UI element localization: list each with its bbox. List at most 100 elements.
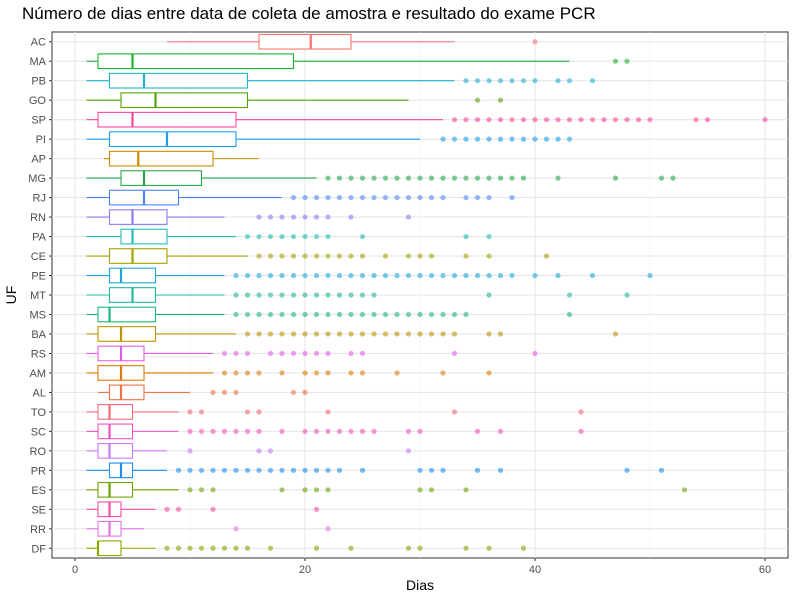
outlier-point <box>635 117 642 123</box>
outlier-point <box>417 272 423 279</box>
y-tick-label: SP <box>31 115 46 127</box>
outlier-point <box>244 331 251 337</box>
outlier-point <box>486 253 492 259</box>
outlier-point <box>244 292 251 298</box>
outlier-point <box>279 253 285 259</box>
outlier-point <box>520 175 527 181</box>
outlier-point <box>164 506 170 512</box>
outlier-point <box>256 409 262 415</box>
boxplot-pa <box>86 228 492 245</box>
outlier-point <box>256 233 262 240</box>
outlier-point <box>405 448 412 454</box>
outlier-point <box>417 487 423 493</box>
outlier-point <box>612 58 619 64</box>
outlier-point <box>325 331 331 337</box>
outlier-point <box>394 175 400 181</box>
y-tick-label: CE <box>31 251 46 263</box>
boxplot-ac <box>167 33 538 50</box>
outlier-point <box>233 370 239 376</box>
outlier-point <box>290 272 297 279</box>
outlier-point <box>256 272 262 279</box>
outlier-point <box>267 350 274 357</box>
boxplot-ap <box>103 150 259 167</box>
outlier-point <box>566 292 573 298</box>
outlier-point <box>233 350 239 357</box>
outlier-point <box>313 467 320 473</box>
outlier-point <box>325 487 331 493</box>
outlier-point <box>405 331 412 337</box>
x-tick-label: 40 <box>529 564 541 576</box>
outlier-point <box>405 545 412 551</box>
outlier-point <box>428 487 435 493</box>
outlier-point <box>256 370 262 376</box>
outlier-point <box>440 311 446 318</box>
outlier-point <box>302 350 308 357</box>
x-tick-label: 20 <box>299 564 311 576</box>
outlier-point <box>325 526 331 532</box>
box-iqr <box>108 384 145 401</box>
outlier-point <box>532 117 538 123</box>
outlier-point <box>474 136 481 142</box>
outlier-point <box>267 253 274 259</box>
outlier-point <box>497 136 504 142</box>
outlier-point <box>359 370 366 376</box>
outlier-point <box>417 467 423 473</box>
outlier-point <box>440 467 446 473</box>
outlier-point <box>359 175 366 181</box>
box-iqr <box>97 53 295 70</box>
outlier-point <box>359 253 366 259</box>
outlier-point <box>325 194 331 201</box>
boxplot-es <box>86 481 688 498</box>
outlier-point <box>382 272 389 279</box>
x-tick-label: 60 <box>759 564 771 576</box>
outlier-point <box>233 526 239 532</box>
y-tick-label: PA <box>32 232 47 244</box>
outlier-point <box>290 253 297 259</box>
y-tick-label: MA <box>30 56 47 68</box>
outlier-point <box>428 194 435 201</box>
outlier-point <box>359 292 366 298</box>
outlier-point <box>417 175 423 181</box>
y-tick-label: MS <box>30 309 47 321</box>
outlier-point <box>290 311 297 318</box>
box-iqr <box>108 267 157 284</box>
outlier-point <box>509 194 515 201</box>
boxplot-df <box>86 540 527 557</box>
outlier-point <box>532 78 538 84</box>
outlier-point <box>210 487 216 493</box>
outlier-point <box>175 506 182 512</box>
outlier-point <box>187 428 193 434</box>
box-iqr <box>108 209 168 225</box>
outlier-point <box>509 117 515 123</box>
outlier-point <box>210 545 216 551</box>
y-tick-label: AC <box>31 37 46 49</box>
y-tick-label: SE <box>31 504 46 516</box>
outlier-point <box>555 136 561 142</box>
y-axis-title: UF <box>3 286 19 305</box>
outlier-point <box>451 272 458 279</box>
y-tick-label: SC <box>31 426 46 438</box>
outlier-point <box>210 467 216 473</box>
outlier-point <box>325 233 331 240</box>
outlier-point <box>198 487 205 493</box>
outlier-point <box>198 467 205 473</box>
outlier-point <box>359 194 366 201</box>
outlier-point <box>486 545 492 551</box>
outlier-point <box>233 292 239 298</box>
outlier-point <box>290 467 297 473</box>
outlier-point <box>210 389 216 396</box>
outlier-point <box>382 331 389 337</box>
outlier-point <box>417 194 423 201</box>
outlier-point <box>244 233 251 240</box>
boxplot-sc <box>86 423 584 440</box>
outlier-point <box>532 136 538 142</box>
boxplot-rn <box>86 209 412 225</box>
outlier-point <box>509 175 515 181</box>
boxplot-mt <box>86 287 630 303</box>
boxplot-pe <box>86 267 653 284</box>
y-tick-label: AL <box>33 387 46 399</box>
outlier-point <box>233 311 239 318</box>
outlier-point <box>233 272 239 279</box>
outlier-point <box>428 331 435 337</box>
outlier-point <box>532 272 538 279</box>
